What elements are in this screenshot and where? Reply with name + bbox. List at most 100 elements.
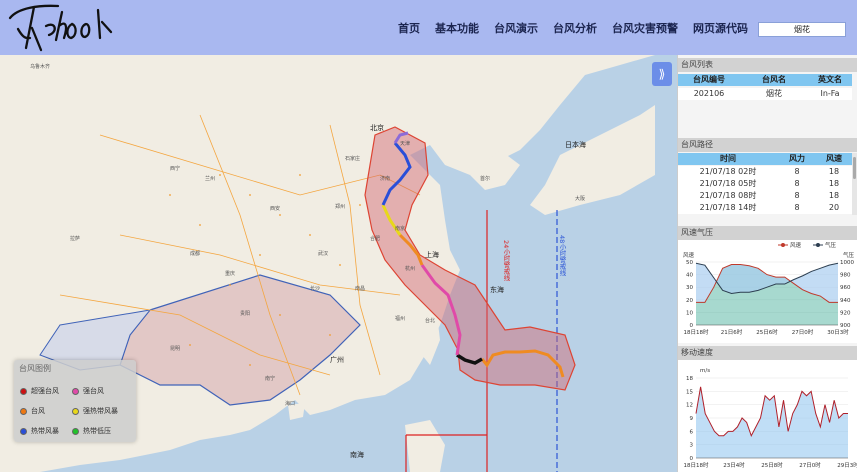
- y2-tick-label: 920: [840, 310, 851, 316]
- legend-title: 台风图例: [19, 364, 51, 373]
- city-label: 西安: [270, 206, 281, 212]
- track-typhoon: [480, 349, 565, 378]
- y2-tick-label: 900: [840, 323, 851, 329]
- legend-pressure-dot: [816, 243, 820, 247]
- main-nav: 首页 基本功能 台风演示 台风分析 台风灾害预警 网页源代码: [398, 20, 748, 36]
- y-tick-label: 0: [690, 456, 694, 462]
- legend-swatch: [20, 407, 27, 415]
- nav-typhoon-analysis[interactable]: 台风分析: [553, 22, 597, 35]
- city-label: 海口: [285, 401, 296, 407]
- table-row[interactable]: 21/07/18 14时 8 20: [678, 202, 852, 214]
- x-tick-label: 27日0时: [799, 461, 821, 469]
- city-label: 北京: [370, 124, 384, 132]
- x-tick-label: 21日6时: [721, 328, 743, 336]
- col-header[interactable]: 时间: [720, 154, 736, 163]
- col-header[interactable]: 台风编号: [693, 75, 725, 84]
- philippines-land: [405, 420, 445, 472]
- x-tick-label: 18日18时: [684, 328, 709, 336]
- city-label: 杭州: [405, 266, 416, 272]
- typhoon-path-header: 时间 风力 风速: [678, 153, 852, 165]
- track-strong-tropical-storm: [381, 204, 402, 236]
- x-tick-label: 30日3时: [827, 328, 849, 336]
- nav-home[interactable]: 首页: [398, 22, 420, 35]
- legend-swatch: [72, 407, 79, 415]
- header: Typhoon 首页 基本功能 台风演示 台风分析 台风灾害预警 网页源代码: [0, 0, 857, 55]
- y-tick-label: 40: [686, 273, 693, 279]
- typhoon-wind-circle: [364, 126, 576, 391]
- panel-toggle-button[interactable]: ⟫: [652, 62, 672, 86]
- y2-tick-label: 980: [840, 273, 851, 279]
- legend-item: 热带低压: [72, 426, 111, 436]
- city-label: 昆明: [170, 346, 181, 352]
- legend-item: 热带风暴: [20, 426, 59, 436]
- y2-tick-label: 1000: [840, 260, 854, 266]
- cell: In-Fa: [820, 89, 840, 98]
- typhoon-list-header: 台风编号 台风名 英文名: [678, 74, 852, 86]
- city-label: 南京: [395, 226, 406, 232]
- cell: 202106: [693, 89, 725, 98]
- typhoon-list-title: 台风列表: [678, 58, 857, 72]
- col-header[interactable]: 风力: [789, 154, 805, 163]
- track-severe-typhoon: [420, 264, 462, 356]
- track-tropical-depression: [393, 131, 409, 144]
- y2-tick-label: 960: [840, 285, 851, 291]
- x-tick-label: 18日18时: [684, 461, 709, 469]
- x-tick-label: 25日8时: [761, 461, 783, 469]
- typhoon-logo[interactable]: Typhoon: [4, 2, 114, 54]
- table-row[interactable]: 21/07/18 02时 8 18: [678, 166, 852, 178]
- legend-pressure-label: 气压: [825, 241, 837, 249]
- pressure-series-line: [695, 262, 839, 295]
- table-row[interactable]: 202106 烟花 In-Fa: [678, 88, 852, 100]
- legend-swatch: [72, 427, 79, 435]
- move-speed-title: 移动速度: [678, 346, 857, 360]
- dot-pattern: [169, 174, 361, 366]
- city-label: 重庆: [225, 271, 236, 277]
- nav-typhoon-demo[interactable]: 台风演示: [494, 22, 538, 35]
- nav-basic-functions[interactable]: 基本功能: [435, 22, 479, 35]
- x-tick-label: 29日3时: [837, 461, 857, 469]
- sea-label: 东海: [490, 286, 504, 294]
- legend-wind-dot: [781, 243, 785, 247]
- wind-pressure-title: 风速气压: [678, 226, 857, 240]
- y-tick-label: 12: [686, 403, 693, 409]
- nav-source-code[interactable]: 网页源代码: [693, 22, 748, 35]
- typhoon-search-input[interactable]: [758, 22, 846, 37]
- city-label: 长沙: [310, 286, 321, 292]
- move-speed-chart: m/s 0 3 6 9 12 15 18 18日18时 23日4时 25日8时 27日0时 29日3时: [678, 360, 857, 472]
- hainan-land: [288, 403, 305, 420]
- track-super-typhoon: [456, 353, 483, 365]
- path-scrollbar[interactable]: [852, 153, 857, 215]
- nav-disaster-warning[interactable]: 台风灾害预警: [612, 22, 678, 35]
- city-label: 石家庄: [345, 156, 361, 162]
- col-header[interactable]: 台风名: [762, 75, 786, 84]
- city-label: 郑州: [335, 204, 346, 210]
- city-label: 济南: [380, 176, 391, 182]
- city-label: 广州: [330, 356, 344, 364]
- table-row[interactable]: 21/07/18 08时 8 18: [678, 190, 852, 202]
- scrollbar-thumb[interactable]: [853, 157, 856, 179]
- track-typhoon-2: [398, 233, 424, 266]
- y-right-label: 气压: [843, 251, 855, 259]
- city-label: 贵阳: [240, 311, 251, 317]
- y-tick-label: 9: [690, 416, 694, 422]
- col-header[interactable]: 英文名: [818, 75, 842, 84]
- city-label: 西宁: [170, 166, 181, 172]
- legend-item: 强热带风暴: [72, 406, 118, 416]
- legend-swatch: [72, 387, 79, 395]
- y-label: m/s: [700, 368, 710, 374]
- y-tick-label: 3: [690, 443, 694, 449]
- table-row[interactable]: 21/07/18 05时 8 18: [678, 178, 852, 190]
- city-label: 南宁: [265, 376, 276, 382]
- typhoon-legend: 台风图例 超强台风 强台风 台风 强热带风暴 热带风暴 热带低压: [14, 360, 136, 442]
- x-tick-label: 27日0时: [792, 328, 814, 336]
- y-tick-label: 30: [686, 285, 693, 291]
- track-tropical-storm: [381, 142, 412, 206]
- city-label: 台北: [425, 318, 436, 324]
- sea-label: 日本海: [565, 141, 586, 149]
- col-header[interactable]: 风速: [826, 154, 842, 163]
- warning-line-24h-label: 24小时警戒线: [502, 240, 510, 281]
- speed-line: [695, 386, 848, 438]
- wind-pressure-chart: 风速 气压 风速 气压 0 10 20 30 40 50 900 920 940 960 980 10…: [678, 240, 857, 343]
- speed-area: [696, 386, 848, 458]
- y-tick-label: 6: [690, 429, 694, 435]
